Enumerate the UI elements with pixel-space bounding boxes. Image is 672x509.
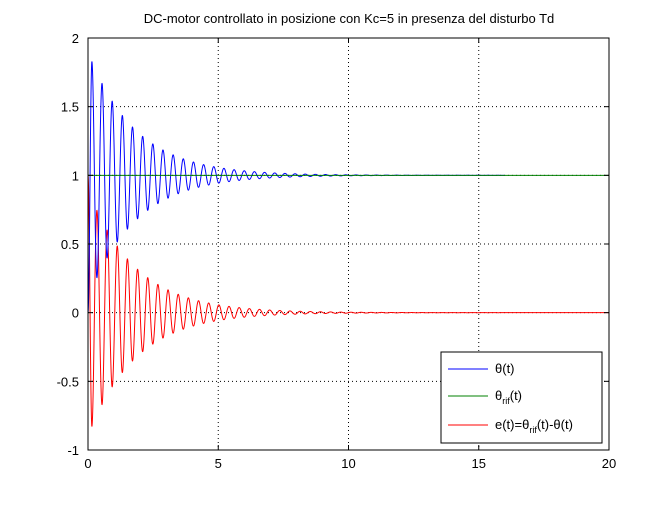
y-tick-label: 2 [72, 31, 79, 46]
legend-label-base: e(t)=θ [495, 417, 529, 432]
y-tick-label: -1 [67, 443, 79, 458]
x-tick-label: 5 [215, 456, 222, 471]
y-tick-label: 1 [72, 168, 79, 183]
series-line [87, 61, 505, 313]
y-tick-label: 0 [72, 306, 79, 321]
series-line [87, 175, 609, 427]
x-tick-label: 20 [602, 456, 616, 471]
y-tick-label: 1.5 [61, 100, 79, 115]
legend-label-tail: (t) [502, 361, 514, 376]
legend-label-tail: (t) [510, 388, 522, 403]
x-tick-label: 10 [341, 456, 355, 471]
legend-label: e(t)=θrif(t)-θ(t) [495, 417, 573, 435]
legend-label: θ(t) [495, 361, 515, 376]
series-layer [87, 61, 609, 427]
y-tick-label: -0.5 [57, 374, 79, 389]
chart-title: DC-motor controllato in posizione con Kc… [144, 11, 555, 26]
legend-box [440, 351, 603, 444]
legend-label-subscript: rif [529, 425, 537, 435]
legend-label-base: θ [495, 361, 502, 376]
y-tick-label: 0.5 [61, 237, 79, 252]
legend-label-subscript: rif [502, 396, 510, 406]
legend-label: θrif(t) [495, 388, 522, 406]
tick-layer: 0 5 10 15 20 -1 -0.5 0 0.5 1 1.5 2 [57, 31, 617, 471]
x-tick-label: 0 [84, 456, 91, 471]
legend-label-tail: (t)-θ(t) [537, 417, 573, 432]
legend: θ(t)θrif(t)e(t)=θrif(t)-θ(t) [440, 351, 603, 444]
legend-label-base: θ [495, 388, 502, 403]
x-tick-label: 15 [472, 456, 486, 471]
